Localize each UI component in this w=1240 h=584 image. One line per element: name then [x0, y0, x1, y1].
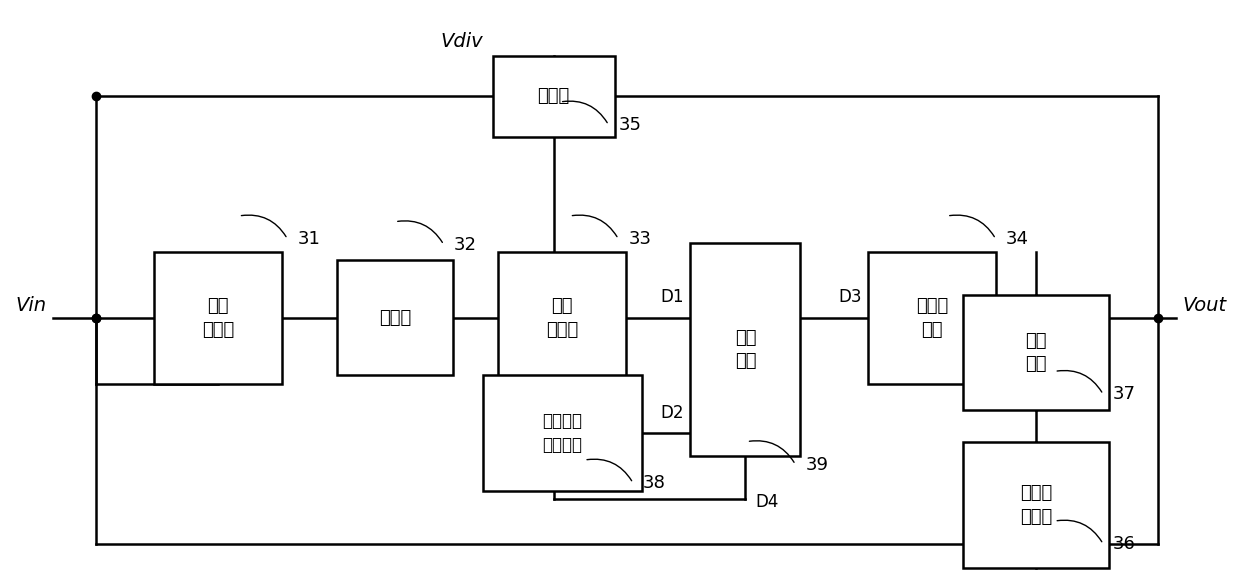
Text: 34: 34 [1006, 230, 1028, 248]
Text: 37: 37 [1114, 385, 1136, 404]
Text: 参考电压
产生单元: 参考电压 产生单元 [542, 412, 583, 454]
Text: 电荷泵: 电荷泵 [378, 309, 412, 327]
Text: 开关
单元: 开关 单元 [734, 329, 756, 370]
Bar [492, 56, 615, 137]
Text: 35: 35 [619, 116, 641, 134]
Text: 32: 32 [454, 236, 476, 254]
Text: Vout: Vout [1183, 296, 1226, 315]
Text: D1: D1 [661, 288, 684, 307]
Text: 分频器: 分频器 [538, 87, 570, 105]
Text: 频率比
较单元: 频率比 较单元 [1021, 484, 1053, 526]
Bar [337, 260, 453, 376]
Text: 39: 39 [805, 456, 828, 474]
Bar [962, 295, 1110, 410]
Bar [154, 252, 281, 384]
Bar [868, 252, 997, 384]
Text: D4: D4 [755, 493, 779, 512]
Text: Vdiv: Vdiv [440, 32, 482, 51]
Text: Vin: Vin [16, 296, 47, 315]
Bar [482, 376, 641, 491]
Text: 鉴频
鉴相器: 鉴频 鉴相器 [202, 297, 234, 339]
Text: 36: 36 [1114, 535, 1136, 553]
Text: 控制
单元: 控制 单元 [1025, 332, 1047, 373]
Bar [498, 252, 626, 384]
Text: 压控振
荡器: 压控振 荡器 [916, 297, 949, 339]
Text: 31: 31 [298, 230, 320, 248]
Text: D3: D3 [838, 288, 862, 307]
Bar [691, 243, 800, 456]
Text: 38: 38 [642, 474, 666, 492]
Bar [962, 442, 1110, 568]
Text: D2: D2 [661, 404, 684, 422]
Text: 环路
滤波器: 环路 滤波器 [546, 297, 578, 339]
Text: 33: 33 [629, 230, 651, 248]
